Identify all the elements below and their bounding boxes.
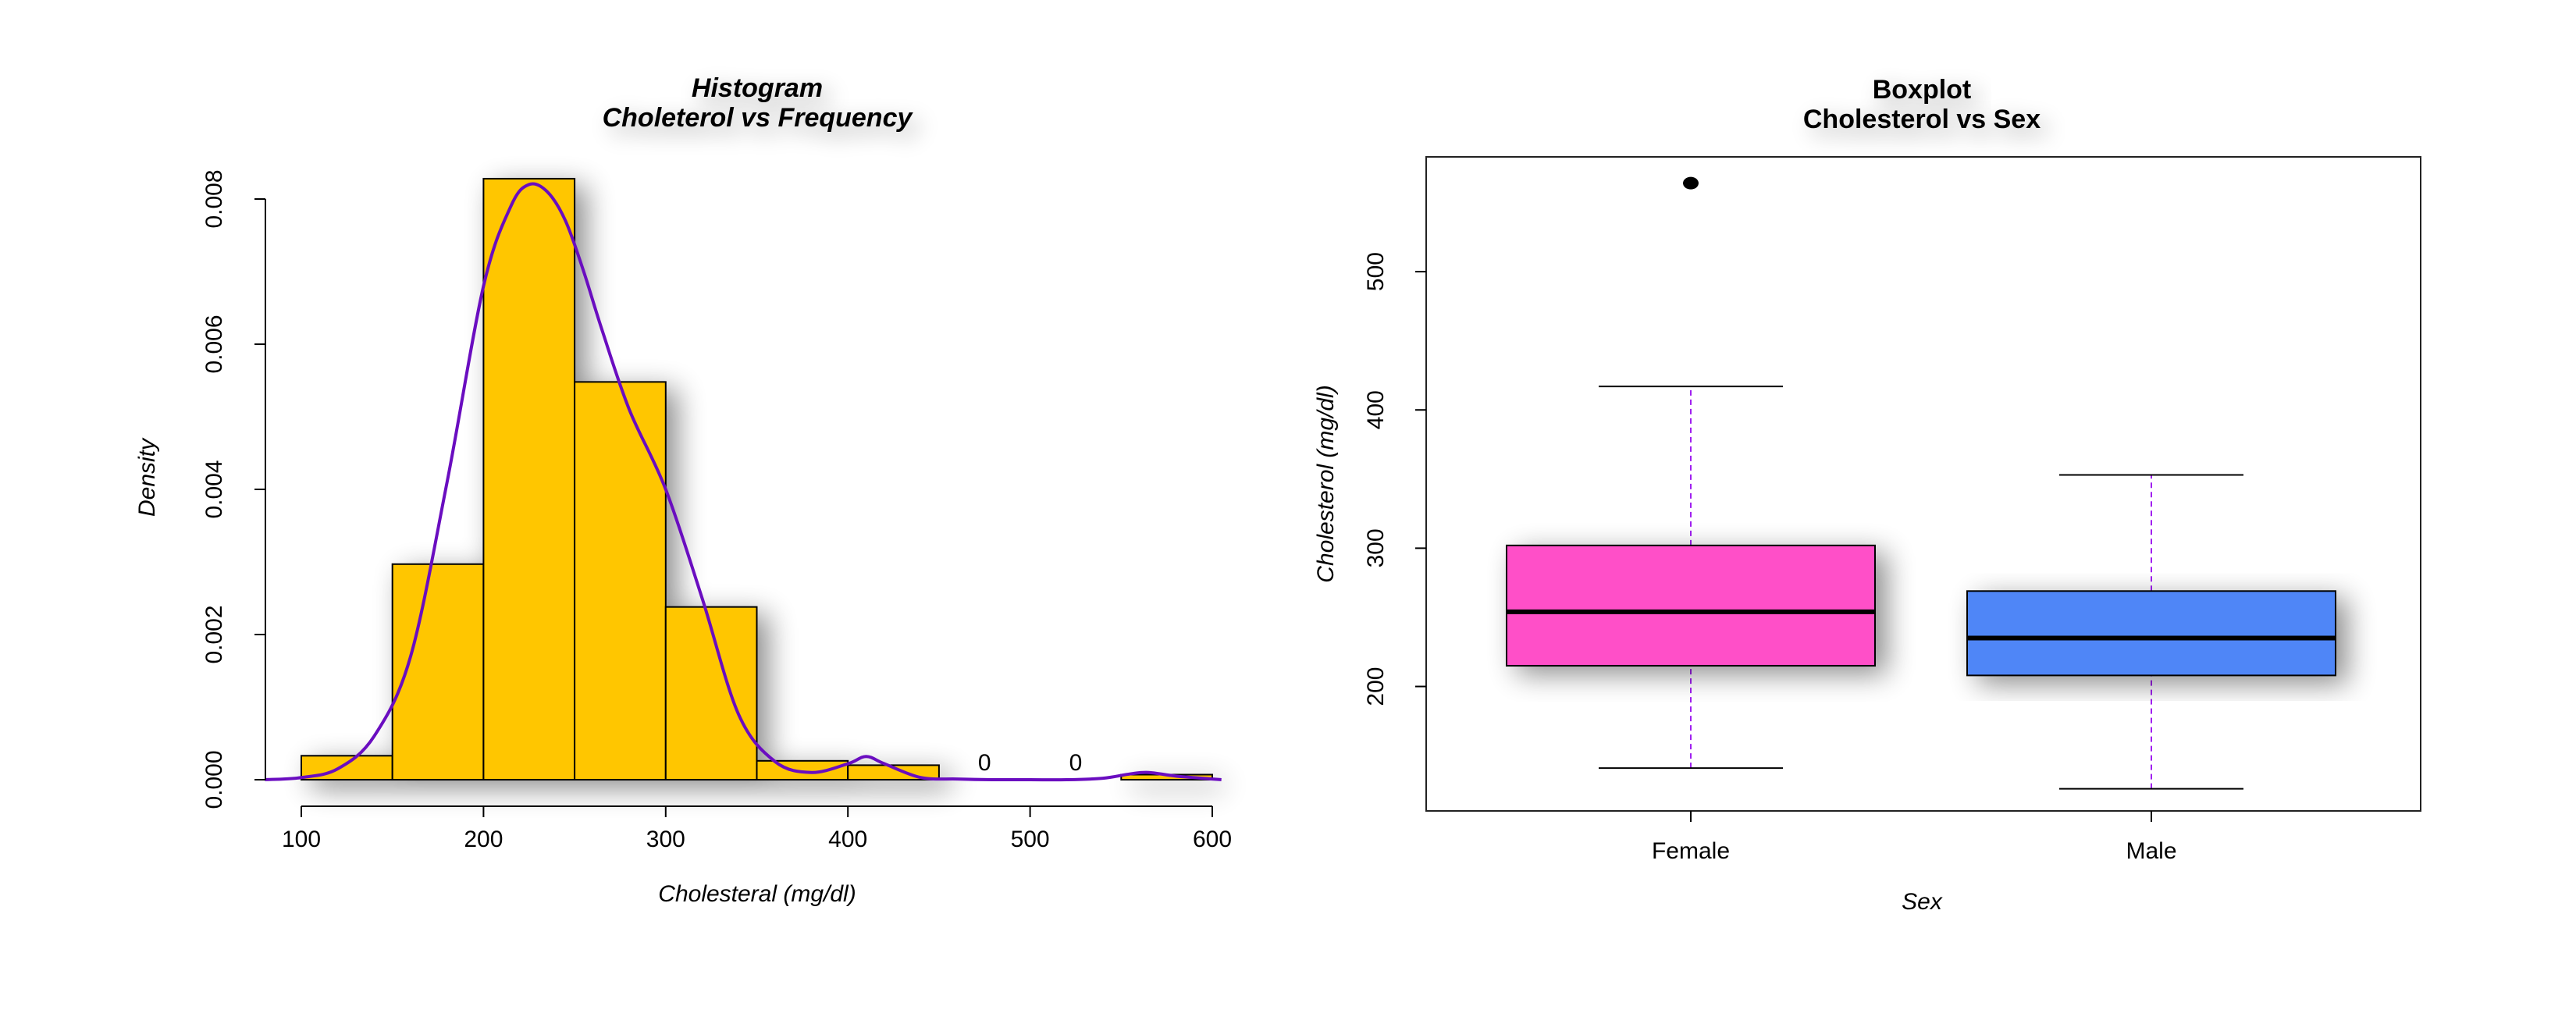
- boxplot-group-female: [1506, 176, 1876, 770]
- boxplot-x-axis: Female Male: [1652, 811, 2177, 864]
- histogram-bars: [301, 177, 1214, 781]
- histogram-title: Histogram: [692, 73, 823, 103]
- boxplot-groups: [1506, 176, 2336, 790]
- histogram-bar: [574, 381, 667, 780]
- x-tick-label: 500: [1011, 827, 1050, 852]
- x-tick-label: 100: [282, 827, 321, 852]
- outlier-point: [1683, 176, 1699, 190]
- histogram-x-axis-label: Cholesteral (mg/dl): [658, 881, 856, 907]
- histogram-bar: [482, 177, 576, 780]
- histogram-bar: [756, 759, 849, 781]
- x-tick-label: Male: [2126, 838, 2176, 864]
- y-tick-label: 0.000: [201, 750, 227, 809]
- histogram-subtitle: Choleterol vs Frequency: [603, 103, 914, 133]
- plot-frame: [1425, 156, 2421, 812]
- boxplot-subtitle: Cholesterol vs Sex: [1803, 105, 2041, 134]
- x-tick-label: 400: [828, 827, 867, 852]
- y-tick-label: 0.006: [201, 315, 227, 373]
- histogram-bar: [391, 563, 485, 780]
- bar-count-label: 0: [1069, 750, 1083, 776]
- y-tick-label: 300: [1363, 528, 1389, 567]
- histogram-y-axis-label: Density: [134, 437, 160, 517]
- boxplot-x-axis-label: Sex: [1902, 889, 1943, 915]
- x-tick-label: 200: [464, 827, 503, 852]
- y-tick-label: 200: [1363, 667, 1389, 706]
- box-iqr: [1966, 590, 2336, 677]
- box-iqr: [1506, 544, 1876, 667]
- y-tick-label: 0.004: [201, 460, 227, 518]
- histogram-bar: [664, 606, 758, 780]
- boxplot-y-axis-label: Cholesterol (mg/dl): [1313, 385, 1339, 582]
- histogram-y-axis: 0.000 0.002 0.004 0.006 0.008: [201, 169, 266, 809]
- y-tick-label: 0.008: [201, 169, 227, 228]
- bar-count-label: 0: [978, 750, 991, 776]
- boxplot-y-axis: 200 300 400 500: [1363, 252, 1426, 706]
- histogram-x-axis: 100 200 300 400 500 600: [282, 805, 1232, 852]
- x-tick-label: Female: [1652, 838, 1730, 864]
- y-tick-label: 0.002: [201, 605, 227, 663]
- y-tick-label: 500: [1363, 252, 1389, 291]
- x-tick-label: 300: [646, 827, 685, 852]
- y-tick-label: 400: [1363, 390, 1389, 429]
- boxplot-title: Boxplot: [1873, 75, 1972, 105]
- boxplot-chart: Boxplot Cholesterol vs Sex Female Male 20…: [1313, 75, 2421, 915]
- boxplot-group-male: [1966, 474, 2336, 790]
- density-curve: [265, 182, 1222, 782]
- x-tick-label: 600: [1193, 827, 1232, 852]
